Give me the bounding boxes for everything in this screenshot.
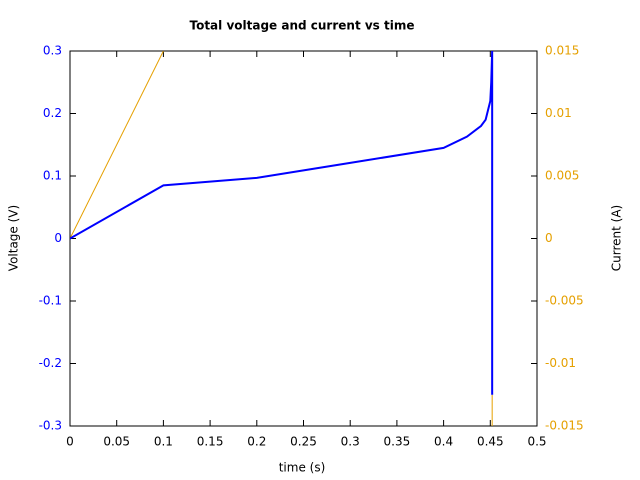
x-tick-label: 0.3 [341, 435, 360, 449]
y2-tick-label: -0.01 [545, 356, 576, 370]
x-tick-label: 0.5 [527, 435, 546, 449]
y-tick-label: 0.1 [43, 169, 62, 183]
x-tick-label: 0.35 [384, 435, 411, 449]
x-tick-label: 0.25 [290, 435, 317, 449]
x-tick-label: 0.05 [103, 435, 130, 449]
chart-title: Total voltage and current vs time [189, 19, 414, 33]
y2-tick-label: -0.015 [545, 419, 584, 433]
plot-frame [69, 50, 538, 427]
y-axis-label: Voltage (V) [7, 205, 21, 271]
y-tick-label: 0 [54, 231, 62, 245]
y-tick-label: -0.1 [39, 294, 62, 308]
y2-tick-label: 0.015 [545, 44, 579, 58]
y-tick-label: -0.2 [39, 356, 62, 370]
series-line [70, 51, 493, 426]
x-axis-label: time (s) [279, 461, 326, 475]
series-line [70, 51, 494, 395]
y2-tick-label: -0.005 [545, 294, 584, 308]
y2-axis-label: Current (A) [610, 205, 624, 271]
y2-tick-label: 0 [545, 231, 553, 245]
x-tick-label: 0.2 [247, 435, 266, 449]
y-tick-label: 0.3 [43, 44, 62, 58]
x-tick-label: 0.15 [197, 435, 224, 449]
y2-tick-label: 0.01 [545, 106, 572, 120]
x-tick-label: 0.4 [434, 435, 453, 449]
x-tick-label: 0.45 [477, 435, 504, 449]
x-tick-label: 0 [66, 435, 74, 449]
y-tick-label: 0.2 [43, 106, 62, 120]
x-tick-label: 0.1 [154, 435, 173, 449]
y2-tick-label: 0.005 [545, 169, 579, 183]
y-tick-label: -0.3 [39, 419, 62, 433]
